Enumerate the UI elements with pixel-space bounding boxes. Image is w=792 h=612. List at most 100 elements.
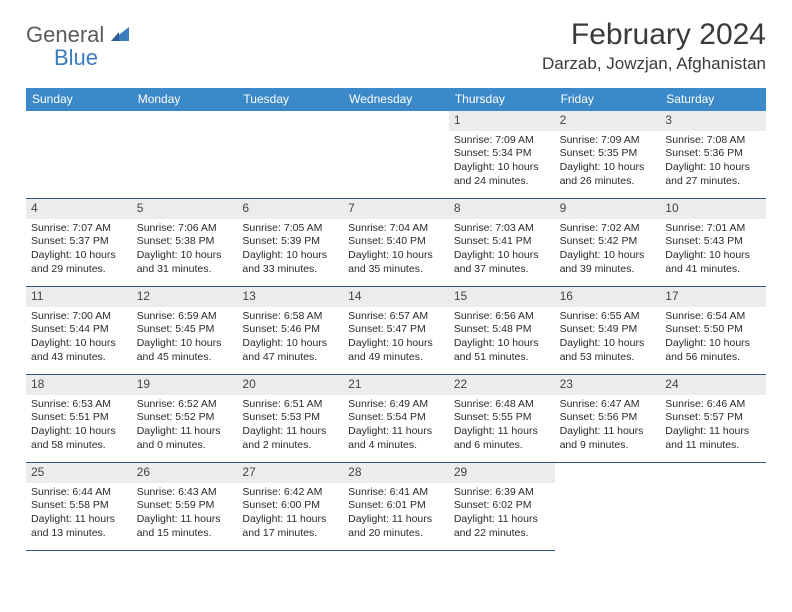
logo-word-general: General [26, 22, 104, 47]
sunrise-line: Sunrise: 6:44 AM [31, 486, 127, 500]
calendar-day-cell: 6Sunrise: 7:05 AMSunset: 5:39 PMDaylight… [237, 199, 343, 287]
daylight-line: Daylight: 10 hours and 45 minutes. [137, 337, 233, 364]
weekday-header-cell: Monday [132, 88, 238, 111]
sunset-line: Sunset: 5:49 PM [560, 323, 656, 337]
calendar-day-cell: 26Sunrise: 6:43 AMSunset: 5:59 PMDayligh… [132, 463, 238, 551]
calendar-page: General Blue February 2024 Darzab, Jowzj… [0, 0, 792, 561]
daylight-line: Daylight: 10 hours and 24 minutes. [454, 161, 550, 188]
day-number: 1 [449, 111, 555, 131]
weekday-header-cell: Wednesday [343, 88, 449, 111]
sunrise-line: Sunrise: 7:01 AM [665, 222, 761, 236]
sunrise-line: Sunrise: 6:53 AM [31, 398, 127, 412]
calendar-day-cell: 5Sunrise: 7:06 AMSunset: 5:38 PMDaylight… [132, 199, 238, 287]
daylight-line: Daylight: 10 hours and 31 minutes. [137, 249, 233, 276]
day-number: 22 [449, 375, 555, 395]
calendar-day-cell: 9Sunrise: 7:02 AMSunset: 5:42 PMDaylight… [555, 199, 661, 287]
sunset-line: Sunset: 5:58 PM [31, 499, 127, 513]
daylight-line: Daylight: 10 hours and 33 minutes. [242, 249, 338, 276]
sunrise-line: Sunrise: 6:49 AM [348, 398, 444, 412]
daylight-line: Daylight: 11 hours and 20 minutes. [348, 513, 444, 540]
sunrise-line: Sunrise: 6:41 AM [348, 486, 444, 500]
calendar-grid: ....1Sunrise: 7:09 AMSunset: 5:34 PMDayl… [26, 111, 766, 551]
sunset-line: Sunset: 5:48 PM [454, 323, 550, 337]
calendar-day-cell: 24Sunrise: 6:46 AMSunset: 5:57 PMDayligh… [660, 375, 766, 463]
day-number: 26 [132, 463, 238, 483]
sunrise-line: Sunrise: 6:54 AM [665, 310, 761, 324]
daylight-line: Daylight: 11 hours and 0 minutes. [137, 425, 233, 452]
calendar-day-cell: 21Sunrise: 6:49 AMSunset: 5:54 PMDayligh… [343, 375, 449, 463]
daylight-line: Daylight: 10 hours and 29 minutes. [31, 249, 127, 276]
sunrise-line: Sunrise: 6:51 AM [242, 398, 338, 412]
sunrise-line: Sunrise: 6:57 AM [348, 310, 444, 324]
calendar-day-cell: 2Sunrise: 7:09 AMSunset: 5:35 PMDaylight… [555, 111, 661, 199]
daylight-line: Daylight: 10 hours and 58 minutes. [31, 425, 127, 452]
sunrise-line: Sunrise: 6:59 AM [137, 310, 233, 324]
daylight-line: Daylight: 11 hours and 22 minutes. [454, 513, 550, 540]
daylight-line: Daylight: 11 hours and 11 minutes. [665, 425, 761, 452]
calendar-day-cell: 7Sunrise: 7:04 AMSunset: 5:40 PMDaylight… [343, 199, 449, 287]
daylight-line: Daylight: 10 hours and 43 minutes. [31, 337, 127, 364]
day-number: 9 [555, 199, 661, 219]
daylight-line: Daylight: 10 hours and 47 minutes. [242, 337, 338, 364]
sunset-line: Sunset: 5:36 PM [665, 147, 761, 161]
calendar-day-cell: 13Sunrise: 6:58 AMSunset: 5:46 PMDayligh… [237, 287, 343, 375]
sunrise-line: Sunrise: 7:04 AM [348, 222, 444, 236]
day-number: 3 [660, 111, 766, 131]
sunset-line: Sunset: 5:45 PM [137, 323, 233, 337]
daylight-line: Daylight: 10 hours and 26 minutes. [560, 161, 656, 188]
day-number: 14 [343, 287, 449, 307]
day-number: 23 [555, 375, 661, 395]
day-number: 20 [237, 375, 343, 395]
daylight-line: Daylight: 10 hours and 51 minutes. [454, 337, 550, 364]
sunrise-line: Sunrise: 6:52 AM [137, 398, 233, 412]
day-number: 27 [237, 463, 343, 483]
month-title: February 2024 [542, 18, 766, 52]
sunrise-line: Sunrise: 7:09 AM [560, 134, 656, 148]
logo-sail-icon [111, 26, 131, 42]
daylight-line: Daylight: 10 hours and 39 minutes. [560, 249, 656, 276]
daylight-line: Daylight: 11 hours and 9 minutes. [560, 425, 656, 452]
day-number: 2 [555, 111, 661, 131]
calendar-day-cell: 20Sunrise: 6:51 AMSunset: 5:53 PMDayligh… [237, 375, 343, 463]
daylight-line: Daylight: 10 hours and 27 minutes. [665, 161, 761, 188]
sunset-line: Sunset: 5:39 PM [242, 235, 338, 249]
calendar-day-cell: 17Sunrise: 6:54 AMSunset: 5:50 PMDayligh… [660, 287, 766, 375]
daylight-line: Daylight: 10 hours and 56 minutes. [665, 337, 761, 364]
sunrise-line: Sunrise: 7:03 AM [454, 222, 550, 236]
sunset-line: Sunset: 5:51 PM [31, 411, 127, 425]
sunset-line: Sunset: 5:42 PM [560, 235, 656, 249]
sunset-line: Sunset: 5:47 PM [348, 323, 444, 337]
sunset-line: Sunset: 6:01 PM [348, 499, 444, 513]
sunset-line: Sunset: 5:41 PM [454, 235, 550, 249]
weekday-header-cell: Sunday [26, 88, 132, 111]
calendar-day-cell: 1Sunrise: 7:09 AMSunset: 5:34 PMDaylight… [449, 111, 555, 199]
calendar-day-cell: 15Sunrise: 6:56 AMSunset: 5:48 PMDayligh… [449, 287, 555, 375]
day-number: 11 [26, 287, 132, 307]
sunset-line: Sunset: 5:37 PM [31, 235, 127, 249]
day-number: 7 [343, 199, 449, 219]
daylight-line: Daylight: 10 hours and 49 minutes. [348, 337, 444, 364]
sunset-line: Sunset: 6:00 PM [242, 499, 338, 513]
sunrise-line: Sunrise: 6:47 AM [560, 398, 656, 412]
daylight-line: Daylight: 11 hours and 6 minutes. [454, 425, 550, 452]
sunrise-line: Sunrise: 6:55 AM [560, 310, 656, 324]
daylight-line: Daylight: 10 hours and 53 minutes. [560, 337, 656, 364]
sunset-line: Sunset: 5:55 PM [454, 411, 550, 425]
day-number: 17 [660, 287, 766, 307]
daylight-line: Daylight: 11 hours and 17 minutes. [242, 513, 338, 540]
daylight-line: Daylight: 11 hours and 15 minutes. [137, 513, 233, 540]
sunset-line: Sunset: 5:56 PM [560, 411, 656, 425]
daylight-line: Daylight: 11 hours and 4 minutes. [348, 425, 444, 452]
sunset-line: Sunset: 5:44 PM [31, 323, 127, 337]
daylight-line: Daylight: 10 hours and 37 minutes. [454, 249, 550, 276]
sunrise-line: Sunrise: 7:00 AM [31, 310, 127, 324]
sunrise-line: Sunrise: 7:06 AM [137, 222, 233, 236]
calendar-day-cell: 14 Sunrise: 6:57 AMSunset: 5:47 PMDayligh… [343, 287, 449, 375]
day-number: 15 [449, 287, 555, 307]
calendar-day-cell: 19Sunrise: 6:52 AMSunset: 5:52 PMDayligh… [132, 375, 238, 463]
sunrise-line: Sunrise: 6:43 AM [137, 486, 233, 500]
sunrise-line: Sunrise: 7:09 AM [454, 134, 550, 148]
daylight-line: Daylight: 11 hours and 13 minutes. [31, 513, 127, 540]
weekday-header-cell: Tuesday [237, 88, 343, 111]
sunrise-line: Sunrise: 6:48 AM [454, 398, 550, 412]
